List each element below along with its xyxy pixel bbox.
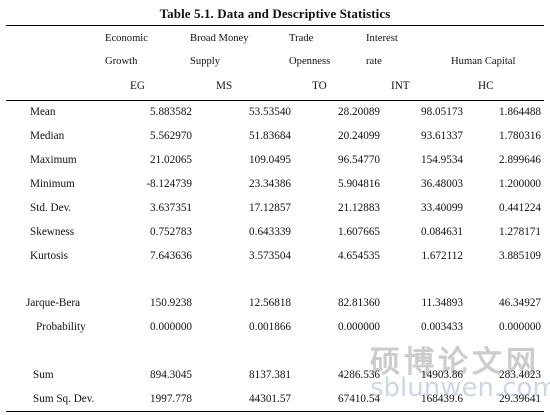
row-label: Std. Dev.: [30, 202, 72, 214]
row-label: Sum Sq. Dev.: [33, 393, 95, 405]
code-int: INT: [391, 80, 410, 92]
cell-int: 33.40099: [421, 202, 463, 214]
table-row: Sum Sq. Dev. 1997.778 44301.57 67410.54 …: [0, 390, 550, 408]
cell-eg: 5.562970: [150, 130, 192, 142]
cell-hc: 2.899646: [499, 154, 541, 166]
cell-ms: 51.83684: [249, 130, 291, 142]
cell-to: 4286.536: [338, 369, 380, 381]
cell-int: 36.48003: [421, 178, 463, 190]
header-int-line2: rate: [366, 56, 382, 67]
cell-hc: 46.34927: [499, 297, 541, 309]
table-row: Skewness 0.752783 0.643339 1.607665 0.08…: [0, 223, 550, 241]
cell-int: 168439.6: [421, 393, 463, 405]
cell-hc: 1.278171: [499, 226, 541, 238]
cell-to: 5.904816: [338, 178, 380, 190]
header-int-line1: Interest: [366, 33, 398, 44]
cell-eg: 894.3045: [150, 369, 192, 381]
cell-to: 28.20089: [338, 106, 380, 118]
cell-to: 82.81360: [338, 297, 380, 309]
table-row: Kurtosis 7.643636 3.573504 4.654535 1.67…: [0, 247, 550, 265]
cell-ms: 23.34386: [249, 178, 291, 190]
cell-hc: 3.885109: [499, 250, 541, 262]
cell-hc: 1.864488: [499, 106, 541, 118]
cell-hc: 1.200000: [499, 178, 541, 190]
cell-eg: 3.637351: [150, 202, 192, 214]
cell-ms: 12.56818: [249, 297, 291, 309]
header-ms-line2: Supply: [190, 56, 221, 67]
code-hc: HC: [478, 80, 494, 92]
cell-eg: 0.752783: [150, 226, 192, 238]
cell-ms: 109.0495: [249, 154, 291, 166]
header-rule: [6, 100, 544, 101]
cell-hc: 29.39641: [499, 393, 541, 405]
cell-hc: 0.441224: [499, 202, 541, 214]
row-label: Jarque-Bera: [26, 297, 81, 309]
cell-eg: 1997.778: [150, 393, 192, 405]
header-eg-line1: Economic: [105, 33, 148, 44]
row-label: Median: [30, 130, 65, 142]
row-label: Mean: [30, 106, 56, 118]
header-to-line1: Trade: [289, 33, 314, 44]
cell-int: 93.61337: [421, 130, 463, 142]
cell-int: 1.672112: [421, 250, 463, 262]
cell-ms: 53.53540: [249, 106, 291, 118]
code-eg: EG: [130, 80, 145, 92]
table-title: Table 5.1. Data and Descriptive Statisti…: [159, 6, 391, 21]
cell-int: 98.05173: [421, 106, 463, 118]
cell-eg: 21.02065: [150, 154, 192, 166]
cell-eg: 150.9238: [150, 297, 192, 309]
row-label: Probability: [36, 321, 86, 333]
cell-to: 1.607665: [338, 226, 380, 238]
cell-int: 0.084631: [421, 226, 463, 238]
top-rule: [6, 25, 544, 26]
row-label: Skewness: [30, 226, 75, 238]
cell-eg: 0.000000: [150, 321, 192, 333]
code-ms: MS: [216, 80, 233, 92]
cell-to: 0.000000: [338, 321, 380, 333]
cell-ms: 8137.381: [249, 369, 291, 381]
header-to-line2: Openness: [289, 56, 331, 67]
cell-hc: 283.4023: [499, 369, 541, 381]
cell-to: 21.12883: [338, 202, 380, 214]
cell-ms: 44301.57: [249, 393, 291, 405]
table-row: Std. Dev. 3.637351 17.12857 21.12883 33.…: [0, 199, 550, 217]
code-to: TO: [312, 80, 327, 92]
table-row: Mean 5.883582 53.53540 28.20089 98.05173…: [0, 103, 550, 121]
cell-eg: 5.883582: [150, 106, 192, 118]
cell-hc: 0.000000: [499, 321, 541, 333]
cell-ms: 0.643339: [249, 226, 291, 238]
cell-ms: 17.12857: [249, 202, 291, 214]
cell-to: 20.24099: [338, 130, 380, 142]
table-row: Jarque-Bera 150.9238 12.56818 82.81360 1…: [0, 294, 550, 312]
header-eg-line2: Growth: [105, 56, 138, 67]
cell-to: 67410.54: [338, 393, 380, 405]
row-label: Minimum: [30, 178, 75, 190]
row-label: Kurtosis: [30, 250, 68, 262]
cell-int: 0.003433: [421, 321, 463, 333]
row-label: Maximum: [30, 154, 77, 166]
cell-to: 96.54770: [338, 154, 380, 166]
cell-int: 14903.86: [421, 369, 463, 381]
table-row: Minimum -8.124739 23.34386 5.904816 36.4…: [0, 175, 550, 193]
row-label: Sum: [33, 369, 54, 381]
header-ms-line1: Broad Money: [190, 33, 249, 44]
header-hc-line2: Human Capital: [451, 56, 516, 67]
table-row: Median 5.562970 51.83684 20.24099 93.613…: [0, 127, 550, 145]
cell-to: 4.654535: [338, 250, 380, 262]
cell-ms: 3.573504: [249, 250, 291, 262]
cell-eg: 7.643636: [150, 250, 192, 262]
bottom-rule: [6, 411, 544, 412]
cell-int: 11.34893: [421, 297, 463, 309]
table-row: Maximum 21.02065 109.0495 96.54770 154.9…: [0, 151, 550, 169]
cell-hc: 1.780316: [499, 130, 541, 142]
table-row: Sum 894.3045 8137.381 4286.536 14903.86 …: [0, 366, 550, 384]
cell-eg: -8.124739: [146, 178, 192, 190]
cell-int: 154.9534: [421, 154, 463, 166]
table-row: Probability 0.000000 0.001866 0.000000 0…: [0, 318, 550, 336]
cell-ms: 0.001866: [249, 321, 291, 333]
